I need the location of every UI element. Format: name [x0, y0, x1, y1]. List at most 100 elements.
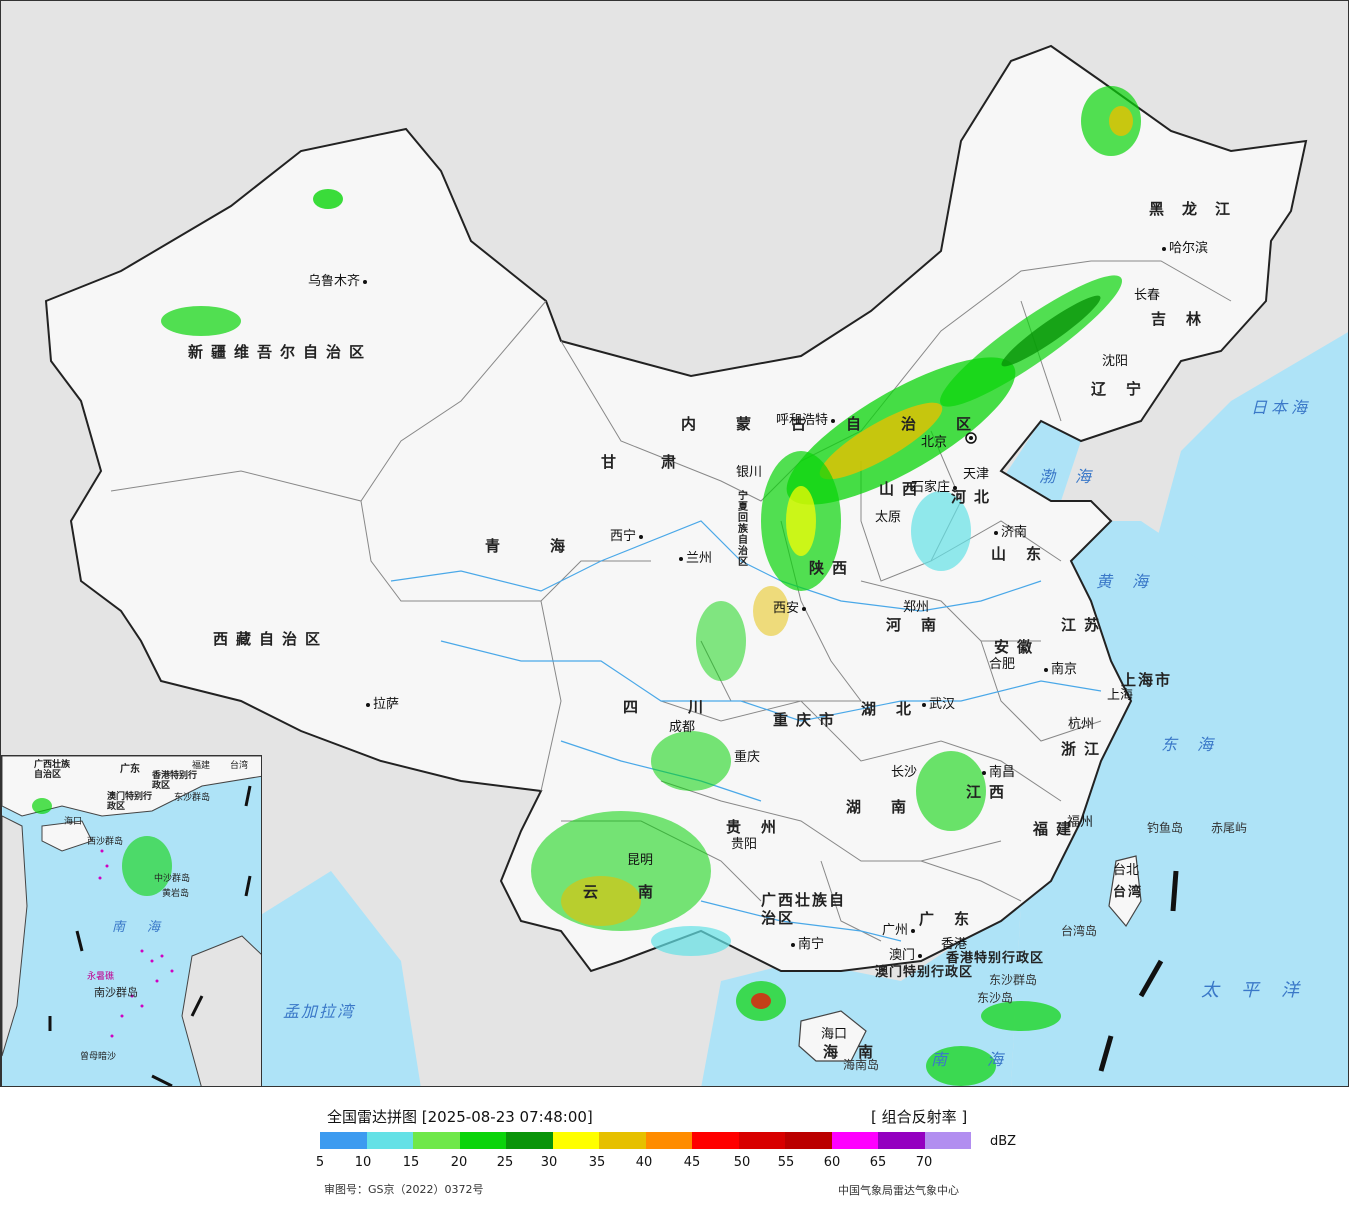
city-wuhan: 武汉 [919, 693, 955, 712]
color-swatch [506, 1132, 553, 1149]
city-tianjin: 天津 [963, 467, 990, 482]
legend-unit: dBZ [990, 1134, 1017, 1149]
bohai-sea-area [1001, 421, 1081, 501]
city-taipei: 台北 [1113, 863, 1140, 878]
sea-yellow: 黄海 [1096, 572, 1169, 591]
city-shijiazhuang: 石家庄 [911, 476, 960, 495]
city-hongkong: 香港 [941, 937, 968, 952]
city-zhengzhou: 郑州 [903, 600, 930, 615]
inset-label-taiwan: 台湾 [230, 761, 249, 771]
city-harbin: 哈尔滨 [1159, 237, 1208, 256]
sea-east: 东海 [1161, 735, 1234, 754]
color-swatch [738, 1132, 785, 1149]
province-label-shanxi: 山西 [879, 480, 926, 498]
city-lanzhou: 兰州 [676, 547, 712, 566]
color-swatch [878, 1132, 925, 1149]
city-chongqing: 重庆 [734, 750, 761, 765]
city-urumqi: 乌鲁木齐 [308, 270, 370, 289]
taiwan-island [1108, 855, 1142, 928]
province-label-hainan: 海南 [823, 1043, 894, 1061]
province-label-inner-mongolia: 内蒙古自治区 [681, 415, 1012, 433]
city-fuzhou: 福州 [1067, 815, 1094, 830]
color-swatch [413, 1132, 460, 1149]
province-label-hunan: 湖南 [846, 798, 937, 816]
scale-tick-label: 55 [777, 1155, 795, 1170]
province-label-xinjiang: 新疆维吾尔自治区 [188, 343, 373, 361]
province-label-heilongjiang: 黑龙江 [1149, 200, 1249, 218]
inset-canvas [2, 756, 261, 1086]
inset-label-hk: 香港特别行政区 [152, 771, 198, 791]
hainan-island [798, 1010, 867, 1062]
scale-tick-label: 5 [315, 1155, 325, 1170]
sea-pacific: 太平洋 [1201, 980, 1321, 1001]
city-hefei: 合肥 [989, 657, 1016, 672]
province-label-shanghai: 上海市 [1121, 671, 1173, 689]
city-shenyang: 沈阳 [1102, 354, 1129, 369]
city-chengdu: 成都 [669, 720, 696, 735]
scale-tick-label: 20 [450, 1155, 468, 1170]
color-swatch [645, 1132, 692, 1149]
province-label-gansu: 甘肃 [601, 453, 722, 471]
china-landmass [44, 44, 1308, 973]
inset-label-guangxi: 广西壮族自治区 [34, 760, 71, 780]
city-guiyang: 贵阳 [731, 837, 758, 852]
audit-number: 审图号：GS京（2022）0372号 [324, 1183, 484, 1196]
province-label-qinghai: 青海 [485, 537, 616, 555]
color-swatch [924, 1132, 971, 1149]
inset-label-dongsha: 东沙群岛 [174, 793, 211, 803]
bay-of-bengal-area [241, 871, 421, 1086]
province-label-henan: 河南 [886, 616, 957, 634]
city-yinchuan: 银川 [736, 465, 763, 480]
island-chiwei: 赤尾屿 [1211, 821, 1248, 835]
inset-label-haikou: 海口 [64, 817, 83, 827]
color-swatch [459, 1132, 506, 1149]
scale-tick-label: 35 [588, 1155, 606, 1170]
scale-tick-label: 60 [823, 1155, 841, 1170]
inset-label-zhongsha: 中沙群岛 [154, 874, 191, 884]
province-label-hebei: 河北 [951, 488, 998, 506]
city-xian: 西安 [773, 597, 809, 616]
city-hangzhou: 杭州 [1068, 717, 1095, 732]
label-hk-sar: 香港特别行政区 [946, 951, 1045, 966]
scale-tick-label: 30 [540, 1155, 558, 1170]
label-macau-sar: 澳门特别行政区 [875, 965, 974, 980]
color-swatch [599, 1132, 646, 1149]
color-swatch [366, 1132, 413, 1149]
city-hohhot: 呼和浩特 [776, 409, 838, 428]
city-taiyuan: 太原 [875, 510, 902, 525]
city-beijing: 北京 [921, 435, 948, 450]
radar-echoes [161, 86, 1141, 1086]
island-hainan: 海南岛 [843, 1058, 880, 1072]
color-swatch [552, 1132, 599, 1149]
legend-product: [ 组合反射率 ] [871, 1108, 968, 1126]
south-sea-area [701, 901, 1021, 1086]
city-kunming: 昆明 [627, 853, 654, 868]
city-lhasa: 拉萨 [363, 693, 399, 712]
capital-marker [965, 432, 977, 444]
color-swatch [831, 1132, 878, 1149]
province-label-jiangxi: 江西 [966, 783, 1013, 801]
radar-map[interactable]: 新疆维吾尔自治区 西藏自治区 青海 甘肃 内蒙古自治区 黑龙江 吉林 辽宁 河北… [0, 0, 1349, 1087]
province-label-chongqing: 重庆市 [773, 711, 843, 729]
data-source: 中国气象局雷达气象中心 [838, 1184, 959, 1197]
scale-tick-label: 45 [683, 1155, 701, 1170]
color-swatch [320, 1132, 367, 1149]
city-changchun: 长春 [1134, 288, 1161, 303]
sea-japan: 日本海 [1251, 398, 1312, 417]
scale-tick-label: 10 [354, 1155, 372, 1170]
city-nanning: 南宁 [788, 933, 824, 952]
island-diaoyu: 钓鱼岛 [1147, 821, 1184, 835]
maritime-boundary [1098, 870, 1179, 1072]
scale-tick-label: 50 [733, 1155, 751, 1170]
inset-label-zengmu: 曾母暗沙 [80, 1052, 117, 1062]
sea-bay-of-bengal: 孟加拉湾 [283, 1002, 356, 1021]
scale-tick-label: 70 [915, 1155, 933, 1170]
inset-label-macau: 澳门特别行政区 [107, 792, 153, 812]
province-label-zhejiang: 浙江 [1061, 740, 1108, 758]
inset-label-fujian: 福建 [192, 761, 211, 771]
scale-tick-label: 15 [402, 1155, 420, 1170]
inset-label-xisha: 西沙群岛 [87, 837, 124, 847]
city-macau: 澳门 [889, 944, 925, 963]
island-dongsha: 东沙岛 [977, 991, 1014, 1005]
province-label-jiangsu: 江苏 [1061, 616, 1108, 634]
